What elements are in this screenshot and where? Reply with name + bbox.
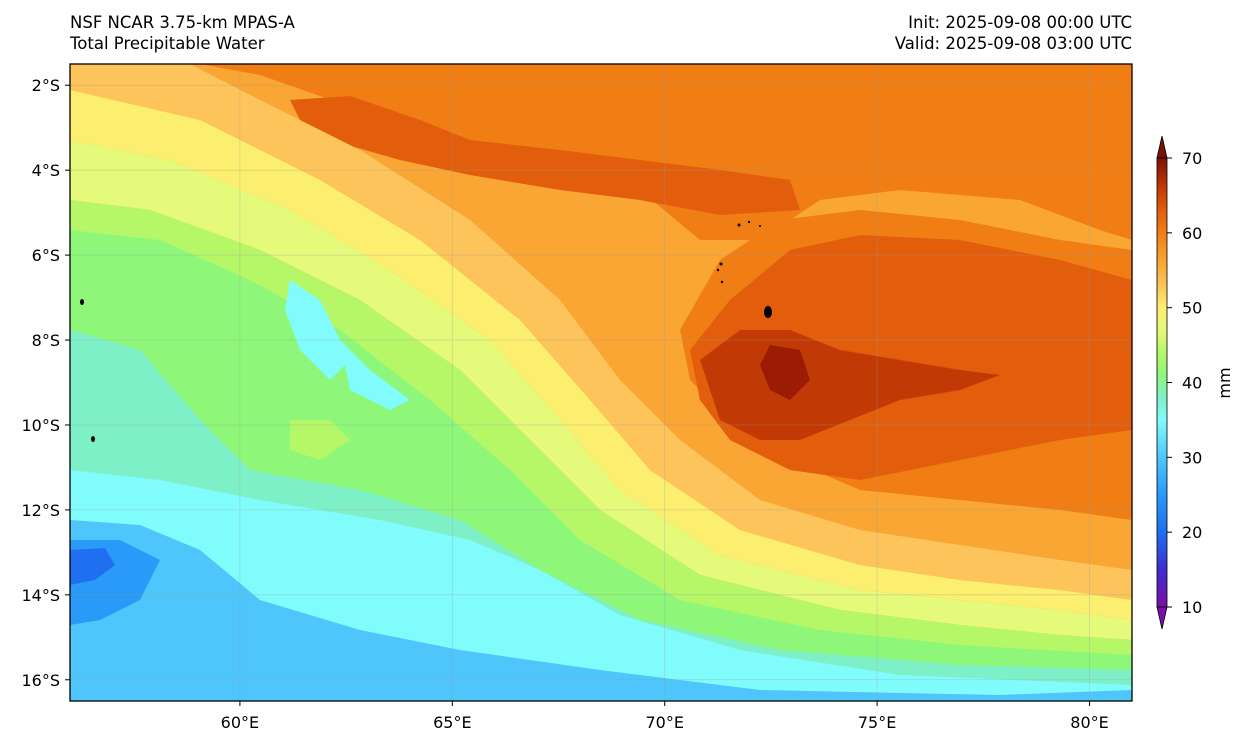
- colorbar-label: mm: [1215, 367, 1234, 398]
- lon-tick-label: 80°E: [1070, 713, 1108, 732]
- tpw-band-60: [200, 64, 1132, 240]
- valid-time: Valid: 2025-09-08 03:00 UTC: [894, 34, 1132, 53]
- colorbar-ticks: 10 20 30 40 50 60 70: [1167, 149, 1202, 617]
- tpw-band-20: [70, 548, 115, 585]
- model-name: NSF NCAR 3.75-km MPAS-A: [70, 13, 295, 32]
- lat-tick-label: 14°S: [21, 586, 60, 605]
- colorbar-tick-label: 10: [1182, 598, 1202, 617]
- tpw-band-70: [760, 345, 810, 400]
- tpw-patch-green-1: [290, 420, 350, 460]
- lat-ticks: 2°S 4°S 6°S 8°S 10°S 12°S 14°S 16°S: [21, 76, 70, 690]
- tpw-patch-cyan-1: [285, 280, 350, 380]
- islands: [80, 220, 772, 442]
- lat-tick-label: 2°S: [32, 76, 60, 95]
- tpw-band-47: [70, 140, 1132, 640]
- colorbar-tick-label: 40: [1182, 374, 1202, 393]
- lon-tick-label: 75°E: [858, 713, 896, 732]
- lat-tick-label: 12°S: [21, 501, 60, 520]
- lon-tick-label: 70°E: [645, 713, 683, 732]
- lon-tick-label: 60°E: [221, 713, 259, 732]
- colorbar-tick-label: 70: [1182, 149, 1202, 168]
- lon-ticks: 60°E 65°E 70°E 75°E 80°E: [221, 701, 1109, 732]
- colorbar-tick-label: 60: [1182, 224, 1202, 243]
- lat-tick-label: 4°S: [32, 161, 60, 180]
- title-left: NSF NCAR 3.75-km MPAS-A Total Precipitab…: [70, 12, 295, 54]
- lat-tick-label: 6°S: [32, 246, 60, 265]
- tpw-band-50: [70, 90, 1132, 620]
- tpw-field: [70, 64, 1132, 701]
- colorbar: 10 20 30 40 50 60 70 mm: [1156, 135, 1234, 630]
- tpw-patch-cyan-2: [340, 340, 410, 410]
- colorbar-body: [1156, 157, 1168, 608]
- colorbar-extend-max: [1156, 135, 1168, 159]
- field-name: Total Precipitable Water: [70, 34, 265, 53]
- title-right: Init: 2025-09-08 00:00 UTC Valid: 2025-0…: [895, 12, 1132, 54]
- lat-tick-label: 8°S: [32, 331, 60, 350]
- lat-tick-label: 10°S: [21, 416, 60, 435]
- gridlines: [70, 64, 1132, 701]
- colorbar-extend-min: [1156, 606, 1168, 630]
- tpw-band-63-north: [290, 96, 800, 215]
- map-frame: [69, 63, 1133, 702]
- lat-tick-label: 16°S: [21, 671, 60, 690]
- colorbar-tick-label: 30: [1182, 448, 1202, 467]
- colorbar-tick-label: 50: [1182, 299, 1202, 318]
- init-time: Init: 2025-09-08 00:00 UTC: [908, 13, 1132, 32]
- lon-tick-label: 65°E: [433, 713, 471, 732]
- colorbar-tick-label: 20: [1182, 523, 1202, 542]
- tpw-band-30: [70, 520, 1132, 701]
